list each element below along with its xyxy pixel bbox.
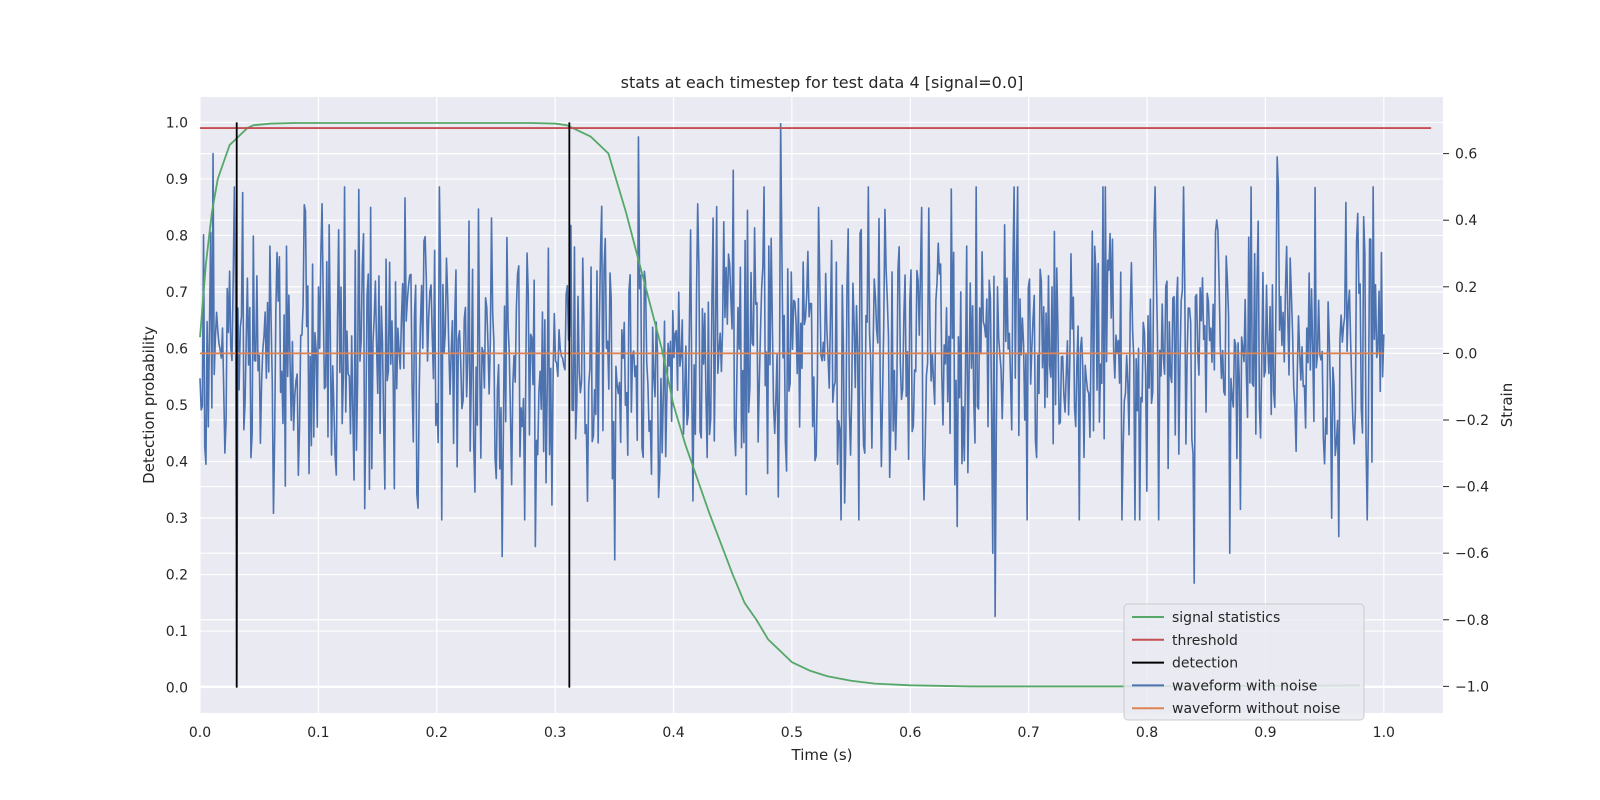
y-left-tick-label: 0.1	[166, 624, 188, 640]
x-tick-label: 0.1	[307, 725, 329, 741]
legend-entry: detection	[1172, 656, 1238, 672]
x-axis-label: Time (s)	[791, 746, 853, 764]
x-tick-label: 0.4	[662, 725, 684, 741]
x-tick-label: 0.8	[1136, 725, 1158, 741]
y-right-tick-label: −1.0	[1455, 679, 1489, 695]
y-left-tick-label: 0.0	[166, 681, 188, 697]
series-line-waveform-with-noise	[199, 122, 1385, 688]
y-left-tick-label: 0.9	[166, 172, 188, 188]
y-left-tick-label: 0.8	[166, 228, 188, 244]
y-left-tick-label: 0.7	[166, 285, 188, 301]
legend-entry: signal statistics	[1172, 610, 1280, 626]
x-tick-label: 1.0	[1373, 725, 1395, 741]
y-right-tick-label: 0.0	[1455, 346, 1477, 362]
y-left-axis-label: Detection probability	[140, 326, 158, 484]
x-tick-label: 0.6	[899, 725, 921, 741]
y-left-tick-label: 0.6	[166, 341, 188, 357]
x-tick-label: 0.3	[544, 725, 566, 741]
x-axis-ticks: 0.0 0.1 0.2 0.3 0.4 0.5 0.6 0.7 0.8 0.9 1.0	[189, 725, 1395, 741]
y-right-tick-label: −0.6	[1455, 546, 1489, 562]
x-tick-label: 0.9	[1254, 725, 1276, 741]
y-right-tick-label: 0.6	[1455, 147, 1477, 163]
y-right-axis-label: Strain	[1498, 383, 1516, 427]
y-right-tick-label: −0.8	[1455, 613, 1489, 629]
y-right-tick-label: −0.2	[1455, 413, 1489, 429]
y-left-tick-label: 0.3	[166, 511, 188, 527]
y-right-tick-label: 0.4	[1455, 213, 1477, 229]
legend-entry: waveform with noise	[1172, 678, 1317, 694]
legend-box	[1123, 603, 1365, 721]
y-right-tick-label: −0.4	[1455, 480, 1489, 496]
x-tick-label: 0.5	[781, 725, 803, 741]
legend-entry: waveform without noise	[1172, 701, 1340, 717]
y-right-axis-ticks: −1.0 −0.8 −0.6 −0.4 −0.2 0.0 0.2 0.4 0.6	[1443, 147, 1489, 695]
y-left-tick-label: 0.2	[166, 568, 188, 584]
x-tick-label: 0.0	[189, 725, 211, 741]
y-left-axis-ticks: 0.0 0.1 0.2 0.3 0.4 0.5 0.6 0.7 0.8 0.9 1.0	[166, 115, 188, 696]
chart-title: stats at each timestep for test data 4 […	[621, 73, 1024, 92]
x-tick-label: 0.2	[426, 725, 448, 741]
x-tick-label: 0.7	[1018, 725, 1040, 741]
series-line-signal-statistics	[199, 122, 1361, 688]
legend-entry: threshold	[1172, 633, 1238, 649]
y-left-tick-label: 0.4	[166, 455, 188, 471]
y-left-tick-label: 0.5	[166, 398, 188, 414]
y-right-tick-label: 0.2	[1455, 280, 1477, 296]
legend: signal statistics threshold detection wavef…	[1123, 603, 1365, 721]
y-left-tick-label: 1.0	[166, 115, 188, 131]
series-layer	[199, 122, 1432, 688]
